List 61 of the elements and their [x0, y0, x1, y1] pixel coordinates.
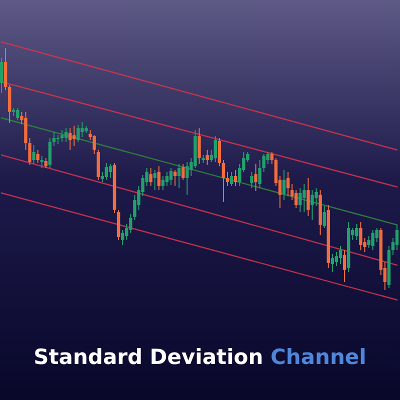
- candlestick: [32, 144, 36, 164]
- candlestick: [302, 184, 306, 213]
- candlestick: [120, 229, 124, 246]
- candlestick: [258, 160, 262, 189]
- candlestick: [52, 131, 56, 147]
- candlestick: [153, 169, 156, 191]
- candlestick: [60, 130, 64, 142]
- candlestick: [64, 128, 68, 142]
- candlestick: [294, 190, 298, 208]
- candlestick: [108, 163, 112, 178]
- candlestick: [100, 171, 104, 183]
- candlestick: [182, 163, 185, 180]
- candlestick: [44, 158, 48, 169]
- candlestick: [355, 223, 358, 240]
- candlestick: [338, 245, 342, 265]
- candlestick: [230, 171, 234, 186]
- candlestick: [157, 166, 160, 191]
- candlestick: [222, 160, 226, 202]
- candlestick: [367, 236, 370, 248]
- candlestick: [198, 128, 201, 164]
- candlestick: [266, 152, 270, 164]
- candlestick: [342, 250, 346, 283]
- candlestick: [169, 168, 173, 186]
- candlestick: [68, 128, 72, 150]
- candlestick: [129, 214, 132, 234]
- candlestick: [395, 224, 399, 251]
- candlestick: [218, 138, 222, 167]
- candlestick: [104, 162, 108, 180]
- candlestick: [214, 136, 217, 162]
- candlestick: [186, 161, 189, 196]
- candlestick: [270, 152, 274, 164]
- candlestick: [306, 177, 310, 216]
- candlestick: [36, 149, 40, 164]
- candlestick: [310, 190, 314, 221]
- candlestick: [250, 171, 254, 189]
- candlestick: [371, 229, 374, 251]
- candlestick: [72, 125, 76, 147]
- candlestick: [16, 108, 20, 121]
- text: Standard Deviation Channel: [34, 345, 366, 369]
- candlestick: [254, 163, 258, 192]
- candlestick: [161, 176, 165, 191]
- candlestick: [177, 163, 181, 189]
- candlestick: [40, 155, 44, 169]
- candlestick: [359, 222, 362, 251]
- candlestick: [0, 57, 4, 94]
- candlestick: [149, 168, 152, 186]
- candlestick: [48, 138, 52, 169]
- candlestick: [334, 252, 338, 267]
- candlestick: [173, 169, 177, 186]
- candlestick: [206, 149, 209, 166]
- candlestick: [165, 171, 169, 186]
- candlestick: [286, 171, 290, 197]
- candlestick: [282, 169, 286, 200]
- candlestick: [322, 206, 326, 229]
- candlestick: [330, 253, 334, 273]
- candlestick: [76, 124, 80, 142]
- candlestick: [80, 122, 84, 138]
- candlestick: [298, 188, 302, 213]
- candlestick: [28, 138, 32, 166]
- candlestick: [234, 169, 238, 186]
- candlestick: [226, 171, 230, 186]
